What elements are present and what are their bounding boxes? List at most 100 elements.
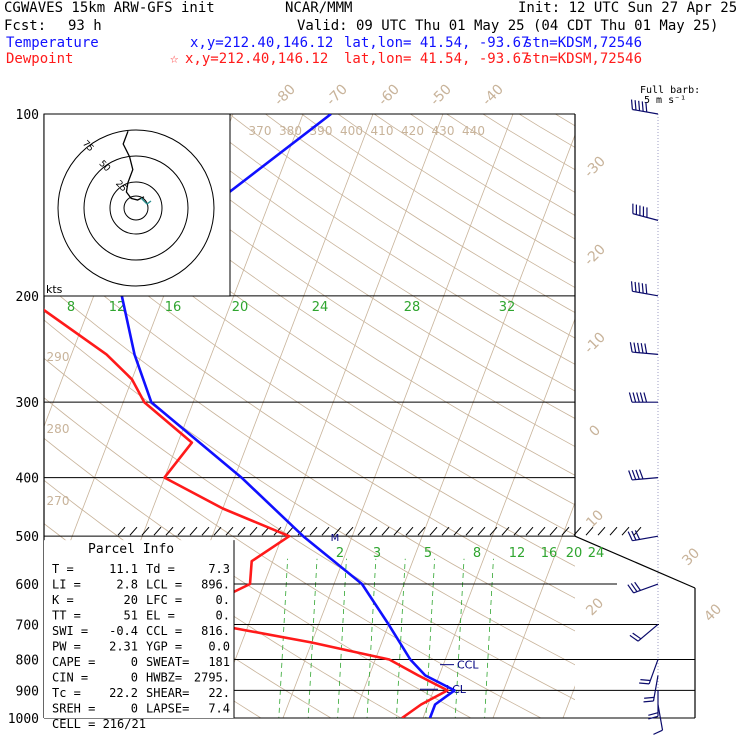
hatch-mark [333,526,342,536]
parcel-info-value: 0. [216,593,230,607]
dry-adiabat-line [83,114,575,447]
wind-barb-feather [631,469,637,480]
theta-side-label: 280 [47,422,70,436]
parcel-info-label: Td = [146,562,175,576]
legend-temperature-xy: x,y=212.40,146.12 [190,35,334,51]
ccl-label: CCL [457,659,479,672]
theta-label: 410 [371,124,394,138]
dry-adiabat-line [554,114,575,127]
mixing-ratio-label: 8 [473,546,481,561]
isotherm-line [492,501,575,718]
hatch-mark [153,526,162,536]
legend-dewpoint-stn: stn=KDSM,72546 [524,51,643,67]
hodograph-ring [57,129,215,287]
parcel-info-label: LAPSE= [146,702,189,716]
hatch-mark [177,526,186,536]
parcel-info-value: 896. [201,578,230,592]
hodograph-trace [122,130,145,201]
wind-barb-feather [634,100,637,111]
parcel-info-label: K = [52,593,74,607]
mixing-ratio-label: 5 [424,546,432,561]
pressure-tick-label: 800 [16,653,39,668]
parcel-info-label: TT = [52,609,81,623]
dry-adiabat-line [409,114,575,216]
legend-temperature-label: Temperature [6,35,99,51]
hodograph-ring [123,195,149,221]
hatch-mark [633,526,642,536]
mixing-ratio-label: 28 [404,300,421,315]
wind-barb-feather [638,282,641,293]
wind-barb-feather [627,584,635,594]
pressure-tick-label: 300 [16,396,39,411]
theta-label: 430 [432,124,455,138]
wind-barb-staff [648,659,659,685]
dry-adiabat-line [44,397,542,718]
dry-adiabat-line [44,176,575,536]
parcel-info-label: LFC = [146,593,182,607]
wind-barb-staff [632,213,659,221]
hodograph-panel [43,113,231,297]
mixing-ratio-line [425,558,436,718]
right-axis-lower [574,535,696,589]
parcel-info-label: SWI = [52,624,88,638]
parcel-info-label: HWBZ= [146,671,182,685]
parcel-info-cell: CELL = 216/21 [52,717,146,731]
wind-barb-feather [629,342,633,353]
wind-barb-feather [648,712,659,716]
wind-barb-feather [637,342,640,353]
mixing-ratio-label: 8 [67,300,75,315]
mixing-ratio-label: 16 [541,546,558,561]
parcel-info-label: CCL = [146,624,182,638]
hatch-mark [441,526,450,536]
wind-barb-staff [632,290,659,297]
parcel-info-label: CAPE = [52,655,95,669]
mixing-ratio-line [454,558,465,718]
legend-dewpoint-latlon: lat,lon= 41.54, -93.67 [344,51,530,67]
barb-key-units: 5 m s⁻¹ [644,95,687,106]
isotherm-label: 10 [583,507,607,531]
isotherm-line [698,86,740,730]
mixing-ratio-label: 12 [509,546,526,561]
parcel-info-value: 2795. [194,671,230,685]
init-time: Init: 12 UTC Sun 27 Apr 25 [518,0,738,16]
hatch-mark [525,526,534,536]
wind-barb-feather [644,343,648,354]
hatch-mark [309,526,318,536]
parcel-info-label: SHEAR= [146,686,189,700]
isotherm-label: -20 [581,241,608,268]
model-title: CGWAVES 15km ARW-GFS init [4,0,215,16]
mixing-ratio-label: 16 [165,300,182,315]
parcel-info-value: 7.4 [208,702,230,716]
parcel-info-value: 7.3 [208,562,230,576]
hatch-mark [513,526,522,536]
wind-barb-feather [629,634,639,642]
wind-barb-feather [638,469,644,480]
parcel-info-label: SWEAT= [146,655,189,669]
parcel-info-value: 816. [201,624,230,638]
hodograph-units: kts [46,283,63,296]
dry-adiabat-line [518,114,575,148]
theta-label: 390 [310,124,333,138]
hatch-mark [501,526,510,536]
wind-barb-feather [645,101,648,113]
wind-barb-feather [643,700,654,703]
wind-barb-feather [630,281,633,292]
dry-adiabat-line [47,114,575,476]
parcel-info-value: 0 [131,671,138,685]
pressure-tick-label: 400 [16,472,39,487]
dry-adiabat-line [156,114,575,392]
hatch-mark [537,526,546,536]
wind-barb-staff [632,351,659,355]
wind-barb-feather [648,715,659,720]
hatch-mark [213,526,222,536]
parcel-info-value: 0 [131,702,138,716]
hatch-mark [429,526,438,536]
theta-label: 400 [340,124,363,138]
wind-barb-feather [653,729,663,735]
mixing-ratio-line [337,558,347,718]
hodograph-ring [109,181,163,235]
mixing-ratio-label: 24 [312,300,329,315]
mixing-ratio-label: 20 [232,300,249,315]
wind-barb-feather [632,392,637,403]
wind-barb-feather [641,101,644,112]
